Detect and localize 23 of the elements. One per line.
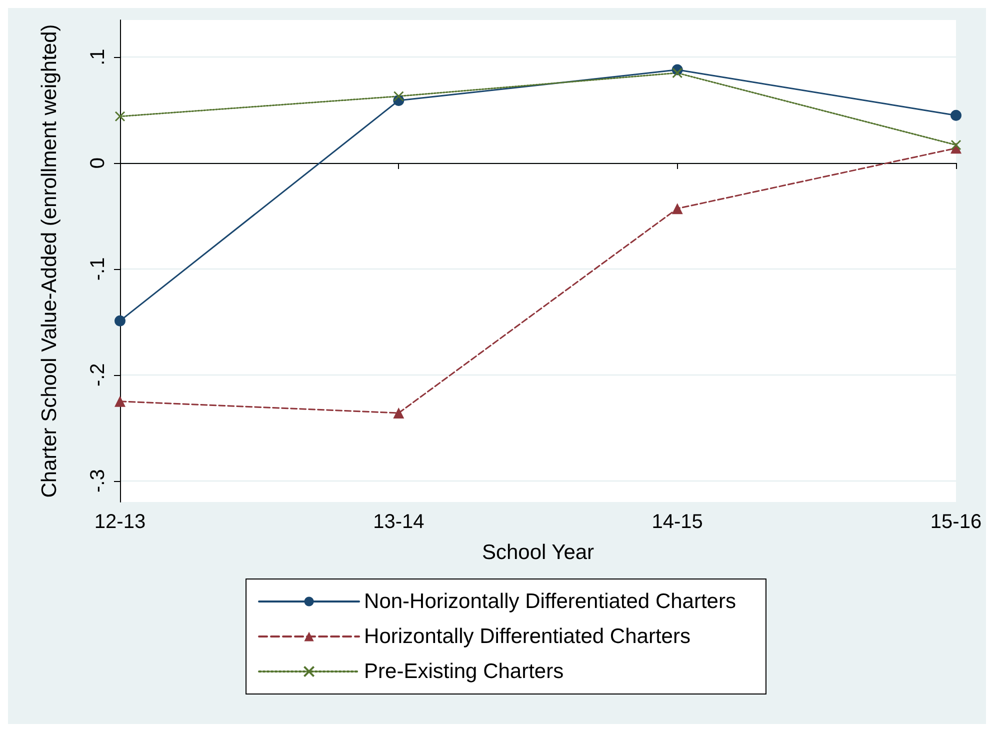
y-tick-label: -.3: [87, 469, 109, 492]
legend-label: Pre-Existing Charters: [364, 660, 564, 683]
point: [950, 140, 962, 150]
point: [672, 203, 683, 214]
x-axis-title: School Year: [482, 541, 594, 564]
x-tick-label: 12-13: [94, 511, 146, 533]
x-tick-label: 15-16: [930, 511, 982, 533]
y-tick-label: .1: [87, 48, 109, 66]
point: [114, 396, 126, 407]
point: [114, 315, 126, 326]
x-tick-label: 13-14: [373, 511, 424, 533]
y-axis-title: Charter School Value-Added (enrollment weighted): [38, 24, 61, 498]
point: [393, 91, 404, 102]
legend-label: Horizontally Differentiated Charters: [364, 625, 690, 648]
point: [393, 408, 404, 419]
legend-label: Non-Horizontally Differentiated Charters: [364, 590, 736, 613]
y-tick-label: 0: [87, 157, 109, 169]
point: [114, 111, 126, 122]
point: [672, 68, 683, 78]
x-tick-label: 14-15: [652, 511, 703, 533]
point: [950, 110, 962, 121]
y-tick-label: -.2: [87, 363, 109, 387]
y-tick-label: -.1: [87, 257, 109, 281]
